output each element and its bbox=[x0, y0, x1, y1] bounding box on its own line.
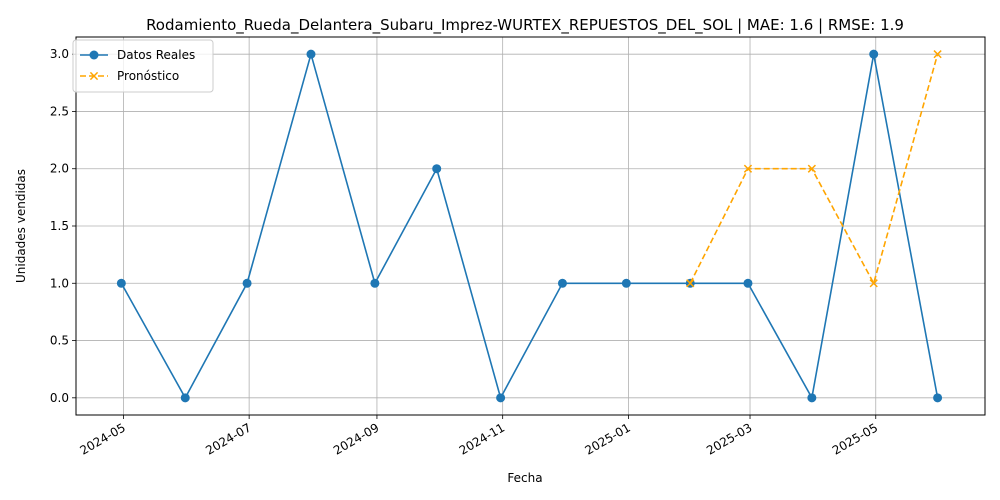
legend-label: Pronóstico bbox=[117, 69, 179, 83]
data-point bbox=[869, 49, 879, 59]
legend-entry: Pronóstico bbox=[80, 69, 179, 83]
data-point bbox=[496, 393, 506, 403]
data-point bbox=[743, 164, 753, 173]
grid-lines bbox=[76, 37, 985, 415]
x-axis-label: Fecha bbox=[507, 471, 542, 485]
y-tick-label: 1.5 bbox=[50, 219, 69, 233]
data-point bbox=[869, 279, 878, 288]
x-tick-label: 2024-05 bbox=[77, 420, 127, 457]
legend-marker bbox=[89, 71, 99, 81]
y-tick-label: 1.0 bbox=[50, 276, 69, 290]
legend-entry: Datos Reales bbox=[80, 48, 195, 62]
x-tick-label: 2025-05 bbox=[830, 420, 880, 457]
data-point bbox=[432, 164, 442, 174]
data-point bbox=[370, 278, 380, 288]
data-point bbox=[242, 278, 252, 288]
legend-marker bbox=[89, 50, 99, 60]
y-tick-label: 2.0 bbox=[50, 162, 69, 176]
y-axis-label: Unidades vendidas bbox=[14, 169, 28, 283]
x-tick-label: 2025-03 bbox=[704, 420, 754, 457]
data-point bbox=[686, 279, 695, 288]
y-tick-label: 3.0 bbox=[50, 47, 69, 61]
y-axis: 0.0 0.5 1.0 1.5 2.0 2.5 3.0 bbox=[50, 47, 76, 405]
x-tick-label: 2025-01 bbox=[582, 420, 632, 457]
data-point bbox=[557, 278, 567, 288]
legend-label: Datos Reales bbox=[117, 48, 195, 62]
data-point bbox=[807, 393, 817, 403]
data-point bbox=[807, 164, 816, 173]
y-tick-label: 0.5 bbox=[50, 334, 69, 348]
series-line bbox=[120, 51, 939, 401]
legend: Datos Reales Pronóstico bbox=[72, 39, 214, 93]
data-point bbox=[933, 393, 943, 403]
data-point bbox=[180, 393, 190, 403]
data-point bbox=[306, 49, 316, 59]
x-tick-label: 2024-11 bbox=[457, 420, 507, 457]
y-tick-label: 2.5 bbox=[50, 104, 69, 118]
x-axis: 2024-05 2024-07 2024-09 2024-11 2025-01 2025-… bbox=[77, 415, 880, 458]
data-point bbox=[621, 278, 631, 288]
data-point bbox=[116, 278, 126, 288]
x-tick-label: 2024-09 bbox=[331, 420, 381, 457]
x-tick-label: 2024-07 bbox=[203, 420, 253, 457]
series-pronostico bbox=[686, 50, 942, 288]
chart-title: Rodamiento_Rueda_Delantera_Subaru_Imprez… bbox=[146, 16, 904, 35]
data-point bbox=[743, 278, 753, 288]
data-point bbox=[933, 50, 942, 59]
y-tick-label: 0.0 bbox=[50, 391, 69, 405]
legend-box bbox=[72, 39, 214, 93]
series-layer bbox=[116, 49, 943, 403]
